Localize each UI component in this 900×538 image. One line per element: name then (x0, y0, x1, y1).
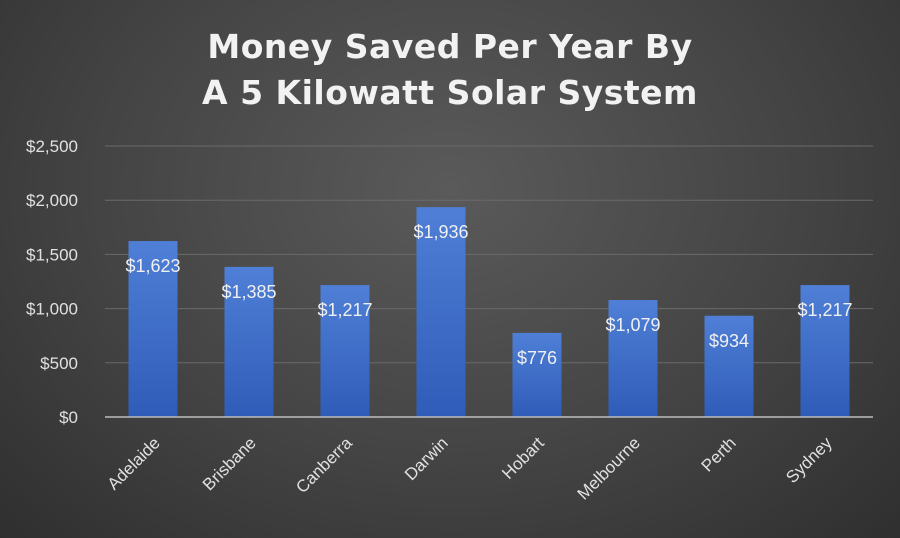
y-tick-label: $2,000 (26, 191, 78, 210)
data-label: $1,079 (605, 315, 660, 335)
bars (128, 207, 850, 417)
data-label: $1,623 (125, 256, 180, 276)
chart-title-line-1: Money Saved Per Year By (207, 27, 693, 66)
y-tick-label: $2,500 (26, 137, 78, 156)
x-tick-label: Melbourne (574, 433, 644, 503)
data-label: $1,936 (413, 222, 468, 242)
chart-title-line-2: A 5 Kilowatt Solar System (202, 73, 698, 112)
bar-sydney (800, 285, 850, 417)
data-label: $1,217 (797, 300, 852, 320)
data-label: $934 (709, 331, 749, 351)
y-tick-label: $500 (40, 354, 78, 373)
data-labels: $1,623 $1,385 $1,217 $1,936 $776 $1,079 $934 $1… (125, 222, 852, 368)
x-tick-label: Sydney (782, 433, 836, 487)
data-label: $1,217 (317, 300, 372, 320)
x-tick-label: Hobart (498, 433, 548, 483)
gridlines (105, 145, 873, 364)
x-axis-ticks: Adelaide Brisbane Canberra Darwin Hobart Melb… (104, 416, 873, 504)
y-axis-ticks: $0 $500 $1,000 $1,500 $2,000 $2,500 (26, 137, 78, 427)
y-tick-label: $1,000 (26, 300, 78, 319)
chart-title: Money Saved Per Year By A 5 Kilowatt Sol… (0, 24, 900, 116)
bar-canberra (320, 285, 370, 417)
bar-melbourne (608, 300, 658, 417)
data-label: $1,385 (221, 282, 276, 302)
x-tick-label: Brisbane (199, 433, 260, 494)
bar-brisbane (224, 266, 274, 417)
x-tick-label: Perth (698, 433, 740, 475)
bar-perth (704, 315, 754, 417)
bar-adelaide (128, 241, 178, 417)
bar-hobart (512, 332, 562, 417)
data-label: $776 (517, 348, 557, 368)
bar-darwin (416, 207, 466, 417)
x-tick-label: Canberra (292, 433, 356, 497)
y-tick-label: $0 (59, 408, 78, 427)
x-tick-label: Darwin (401, 433, 452, 484)
y-tick-label: $1,500 (26, 245, 78, 264)
x-tick-label: Adelaide (104, 433, 164, 493)
